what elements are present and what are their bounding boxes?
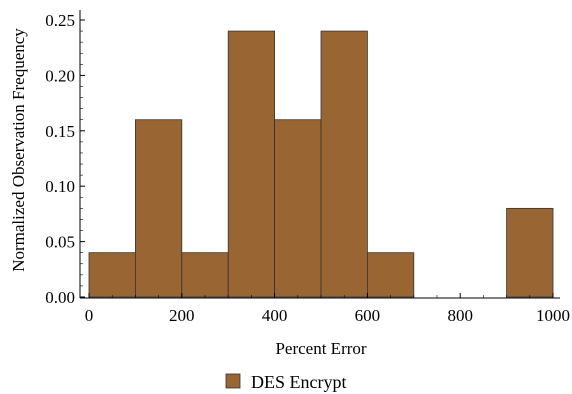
y-axis-ticks: 0.00 0.05 0.10 0.15 0.20 0.25 [45, 11, 85, 307]
histogram-bar [506, 207, 554, 298]
x-tick-label: 400 [262, 306, 288, 325]
histogram-bar [274, 119, 322, 298]
legend-label: DES Encrypt [251, 372, 346, 392]
y-tick-label: 0.00 [45, 288, 75, 307]
histogram-bar [88, 252, 136, 298]
x-axis-ticks: 0 200 400 600 800 1000 [85, 293, 570, 325]
legend-swatch [225, 373, 241, 389]
x-tick-label: 200 [169, 306, 195, 325]
x-tick-label: 1000 [536, 306, 570, 325]
y-axis: 0.00 0.05 0.10 0.15 0.20 0.25 [45, 10, 85, 307]
x-tick-label: 600 [355, 306, 381, 325]
histogram-bar [366, 252, 415, 298]
histogram-bar [227, 30, 275, 298]
y-tick-label: 0.15 [45, 122, 75, 141]
legend: DES Encrypt [225, 372, 346, 392]
x-axis-title: Percent Error [275, 339, 366, 358]
histogram-bar [320, 30, 368, 298]
x-tick-label: 0 [85, 306, 94, 325]
histogram-bars [88, 30, 554, 298]
histogram-bar [181, 252, 229, 298]
y-tick-label: 0.20 [45, 66, 75, 85]
y-tick-label: 0.25 [45, 11, 75, 30]
y-tick-label: 0.05 [45, 233, 75, 252]
y-tick-label: 0.10 [45, 177, 75, 196]
histogram-bar [134, 119, 183, 298]
x-tick-label: 800 [447, 306, 473, 325]
x-axis: 0 200 400 600 800 1000 [80, 293, 570, 325]
y-axis-title: Normalized Observation Frequency [9, 28, 28, 272]
